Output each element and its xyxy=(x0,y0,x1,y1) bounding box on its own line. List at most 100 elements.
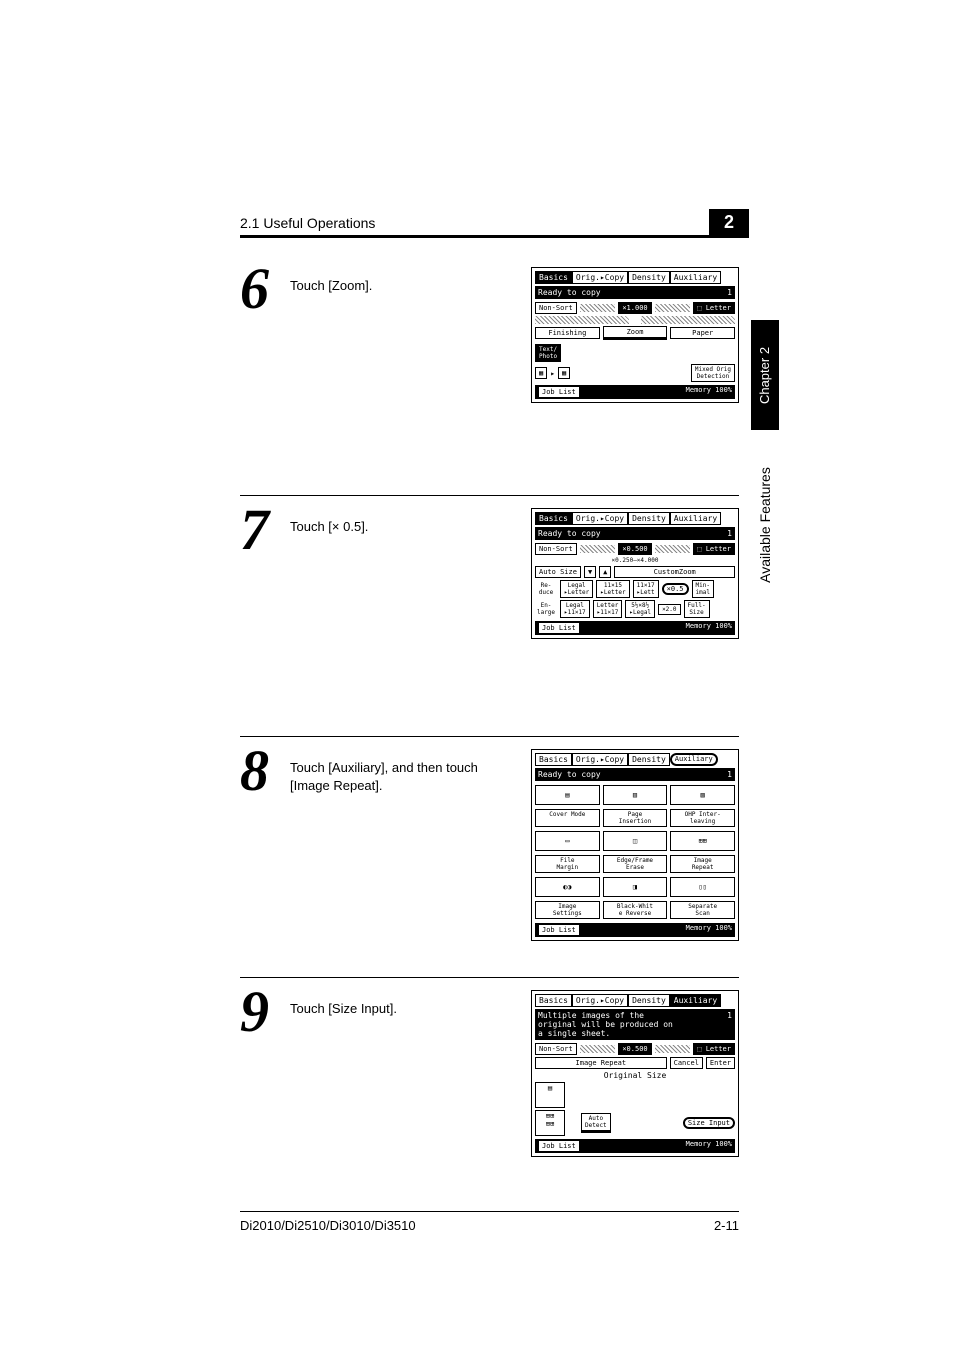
screen-footer: Job List Memory 100% xyxy=(535,923,735,937)
page-footer: Di2010/Di2510/Di3010/Di3510 2-11 xyxy=(240,1211,739,1233)
enter-button[interactable]: Enter xyxy=(706,1057,735,1069)
arrow-icon: ▸ xyxy=(550,369,555,378)
chapter-number-badge: 2 xyxy=(709,209,749,235)
content-area: 6 Touch [Zoom]. Basics Orig.▸Copy Densit… xyxy=(240,255,739,1201)
auto-detect-button[interactable]: Auto Detect xyxy=(581,1113,611,1133)
finishing-button[interactable]: Finishing xyxy=(535,327,600,339)
bw-reverse-button[interactable]: Black-Whit e Reverse xyxy=(603,901,668,919)
screenshot-7: Basics Orig.▸Copy Density Auxiliary Read… xyxy=(531,508,739,639)
tab-basics[interactable]: Basics xyxy=(535,994,572,1007)
page-insertion-button[interactable]: Page Insertion xyxy=(603,809,668,827)
cover-mode-button[interactable]: Cover Mode xyxy=(535,809,600,827)
edge-frame-erase-button[interactable]: Edge/Frame Erase xyxy=(603,855,668,873)
zoom-button[interactable]: Zoom xyxy=(603,326,668,340)
repeat-icon: ⊞⊞⊞⊞ xyxy=(535,1110,565,1136)
job-list-button[interactable]: Job List xyxy=(538,1140,580,1152)
mixed-orig-button[interactable]: Mixed Orig Detection xyxy=(691,364,735,382)
status-text: Ready to copy xyxy=(538,288,601,297)
tab-orig-copy[interactable]: Orig.▸Copy xyxy=(572,753,628,766)
paper-icon: ⬚ xyxy=(697,1045,705,1053)
image-repeat-button[interactable]: Image Repeat xyxy=(670,855,735,873)
non-sort-button[interactable]: Non-Sort xyxy=(535,543,577,555)
auto-size-button[interactable]: Auto Size xyxy=(535,566,581,578)
aux-icon: ⊞⊞ xyxy=(670,831,735,851)
reduce-preset[interactable]: Legal ▸Letter xyxy=(560,580,593,598)
image-settings-button[interactable]: Image Settings xyxy=(535,901,600,919)
tab-orig-copy[interactable]: Orig.▸Copy xyxy=(572,994,628,1007)
page: 2.1 Useful Operations 2 Chapter 2 Availa… xyxy=(0,0,954,1351)
enlarge-preset[interactable]: Legal ▸11×17 xyxy=(560,600,590,618)
paper-size: Letter xyxy=(706,304,731,312)
zoom-half-button[interactable]: ×0.5 xyxy=(662,583,689,595)
minimal-button[interactable]: Min- imal xyxy=(692,580,714,598)
tab-density[interactable]: Density xyxy=(628,753,670,766)
text-photo-button[interactable]: Text/ Photo xyxy=(535,344,561,362)
screen-panel: Basics Orig.▸Copy Density Auxiliary Read… xyxy=(531,267,739,403)
step-instruction: Touch [Size Input]. xyxy=(290,990,490,1018)
tab-basics[interactable]: Basics xyxy=(535,753,572,766)
divider-icon xyxy=(655,304,691,312)
cancel-button[interactable]: Cancel xyxy=(670,1057,703,1069)
copy-count: 1 xyxy=(727,529,732,538)
status-text: Multiple images of the original will be … xyxy=(538,1011,673,1038)
paper-indicator: ⬚ Letter xyxy=(693,302,735,314)
tab-auxiliary[interactable]: Auxiliary xyxy=(670,512,721,525)
zoom-value: ×1.000 xyxy=(618,302,651,314)
tab-density[interactable]: Density xyxy=(628,271,670,284)
enlarge-preset[interactable]: 5½×8½ ▸Legal xyxy=(625,600,655,618)
aux-icon: ▯▯ xyxy=(670,877,735,897)
size-input-button[interactable]: Size Input xyxy=(683,1117,735,1129)
memory-indicator: Memory 100% xyxy=(686,1140,732,1152)
aux-icon: ▥ xyxy=(603,785,668,805)
simplex-icon[interactable]: ▦ xyxy=(535,367,547,379)
tab-auxiliary[interactable]: Auxiliary xyxy=(670,271,721,284)
screen-tabs: Basics Orig.▸Copy Density Auxiliary xyxy=(535,994,735,1007)
zoom-up-button[interactable]: ▲ xyxy=(599,566,611,578)
step-instruction: Touch [Zoom]. xyxy=(290,267,490,295)
tab-density[interactable]: Density xyxy=(628,512,670,525)
tab-basics[interactable]: Basics xyxy=(535,271,572,284)
aux-row-3: ◐◑ ◨ ▯▯ xyxy=(535,877,735,897)
memory-indicator: Memory 100% xyxy=(686,924,732,936)
memory-indicator: Memory 100% xyxy=(686,622,732,634)
page-number: 2-11 xyxy=(714,1218,739,1233)
zoom-double-button[interactable]: ×2.0 xyxy=(658,604,680,615)
step-8: 8 Touch [Auxiliary], and then touch [Ima… xyxy=(240,736,739,949)
duplex-icon[interactable]: ▦ xyxy=(558,367,570,379)
job-list-button[interactable]: Job List xyxy=(538,622,580,634)
enlarge-preset[interactable]: Letter ▸11×17 xyxy=(593,600,623,618)
tab-density[interactable]: Density xyxy=(628,994,670,1007)
divider-icon xyxy=(580,1045,616,1053)
ohp-interleaving-button[interactable]: OHP Inter- leaving xyxy=(670,809,735,827)
tab-orig-copy[interactable]: Orig.▸Copy xyxy=(572,271,628,284)
zoom-down-button[interactable]: ▼ xyxy=(584,566,596,578)
tab-orig-copy[interactable]: Orig.▸Copy xyxy=(572,512,628,525)
status-bar: Ready to copy 1 xyxy=(535,768,735,781)
status-bar: Multiple images of the original will be … xyxy=(535,1009,735,1040)
tab-auxiliary[interactable]: Auxiliary xyxy=(670,753,718,766)
reduce-preset[interactable]: 11×17 ▸Lett xyxy=(633,580,659,598)
screen-footer: Job List Memory 100% xyxy=(535,621,735,635)
divider-icon xyxy=(580,545,616,553)
step-number: 7 xyxy=(240,504,290,556)
step-instruction: Touch [× 0.5]. xyxy=(290,508,490,536)
full-size-button[interactable]: Full- Size xyxy=(684,600,710,618)
non-sort-button[interactable]: Non-Sort xyxy=(535,302,577,314)
status-bar: Ready to copy 1 xyxy=(535,527,735,540)
reduce-preset[interactable]: 11×15 ▸Letter xyxy=(596,580,629,598)
screenshot-9: Basics Orig.▸Copy Density Auxiliary Mult… xyxy=(531,990,739,1157)
non-sort-button[interactable]: Non-Sort xyxy=(535,1043,577,1055)
memory-indicator: Memory 100% xyxy=(686,386,732,398)
job-list-button[interactable]: Job List xyxy=(538,386,580,398)
tab-basics[interactable]: Basics xyxy=(535,512,572,525)
enlarge-label: En- large xyxy=(535,602,557,616)
custom-zoom-button[interactable]: CustomZoom xyxy=(614,566,735,578)
paper-button[interactable]: Paper xyxy=(670,327,735,339)
tab-auxiliary[interactable]: Auxiliary xyxy=(670,994,721,1007)
job-list-button[interactable]: Job List xyxy=(538,924,580,936)
hatch-icon xyxy=(535,316,629,324)
separate-scan-button[interactable]: Separate Scan xyxy=(670,901,735,919)
file-margin-button[interactable]: File Margin xyxy=(535,855,600,873)
copy-count: 1 xyxy=(727,288,732,297)
aux-icon: ▧ xyxy=(670,785,735,805)
